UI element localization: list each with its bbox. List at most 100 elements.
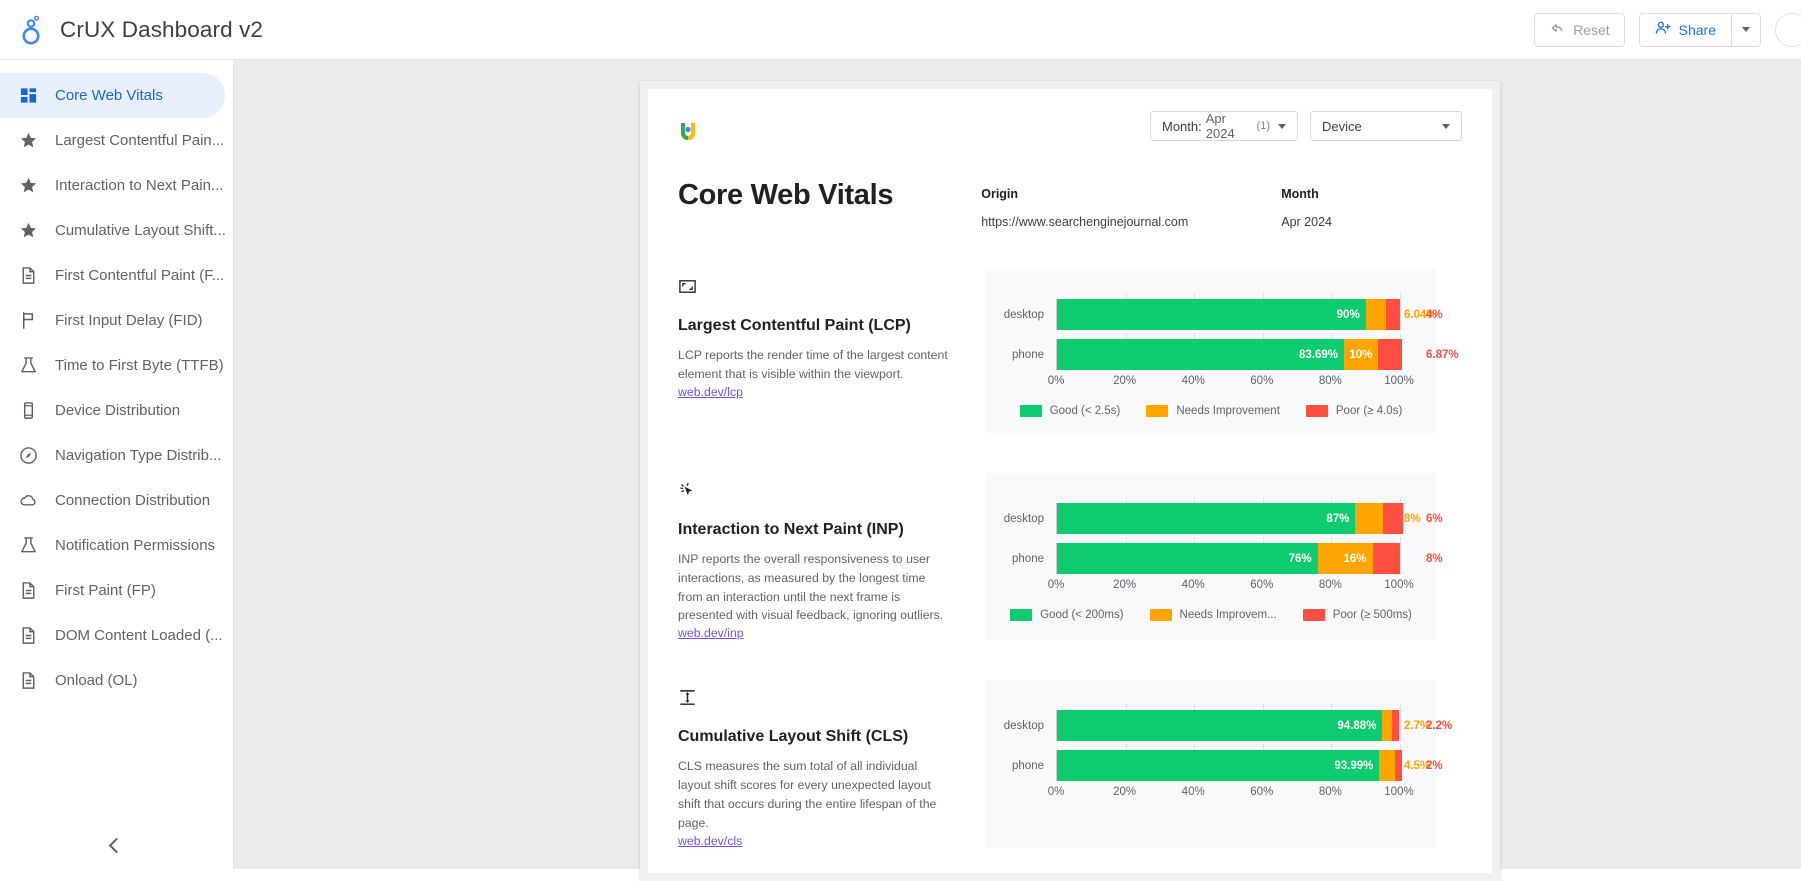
month-filter[interactable]: Month: Apr 2024 (1) <box>1150 111 1298 141</box>
metric-info-lcp: Largest Contentful Paint (LCP) LCP report… <box>678 269 950 433</box>
legend-swatch-icon <box>1019 405 1042 417</box>
bar-category-label: phone <box>1012 552 1044 565</box>
axis-tick-label: 0% <box>1047 579 1065 591</box>
flag-icon <box>18 311 38 331</box>
axis-tick-label: 100% <box>1384 579 1414 591</box>
device-filter[interactable]: Device <box>1310 111 1462 141</box>
reset-button[interactable]: Reset <box>1534 12 1625 47</box>
sidebar-item-dom-content-loaded[interactable]: DOM Content Loaded (... <box>0 613 225 658</box>
sidebar-item-interaction-to-next-pain[interactable]: Interaction to Next Pain... <box>0 163 225 208</box>
sidebar-item-onload-ol[interactable]: Onload (OL) <box>0 658 225 703</box>
star-icon <box>18 176 38 196</box>
report-title-row: Core Web Vitals Origin https://www.searc… <box>648 145 1492 229</box>
axis-tick-label: 80% <box>1318 375 1342 387</box>
bar-track: 94.88% 2.7% 2.2% <box>1056 704 1452 742</box>
metric-info-cls: Cumulative Layout Shift (CLS) CLS measure… <box>678 680 950 848</box>
dashboard-grid-icon <box>18 86 38 106</box>
axis-tick-label: 80% <box>1318 786 1342 799</box>
sidebar-item-first-paint-fp[interactable]: First Paint (FP) <box>0 568 225 613</box>
sidebar-item-label: Connection Distribution <box>55 492 211 509</box>
bar-segment-label: 8% <box>1404 512 1421 525</box>
bar-segment-ni <box>1382 710 1392 742</box>
axis-tick-label: 40% <box>1181 579 1205 591</box>
star-icon <box>18 221 38 241</box>
share-dropdown-button[interactable] <box>1731 12 1761 47</box>
axis-tick-label: 40% <box>1181 375 1205 387</box>
bar-segment-label: 6% <box>1426 512 1443 525</box>
document-icon <box>18 266 38 286</box>
legend-item: Good (< 2.5s) <box>1019 405 1120 417</box>
legend-label: Good (< 200ms) <box>1040 609 1124 621</box>
person-add-icon <box>1655 20 1671 39</box>
bar-row: phone 76% 16% 8% <box>986 537 1443 574</box>
sidebar-item-device-distribution[interactable]: Device Distribution <box>0 388 225 433</box>
sidebar-item-connection-distribution[interactable]: Connection Distribution <box>0 478 225 523</box>
bar-row: phone 83.69% 10% 6.87% <box>986 333 1459 370</box>
bar-segment-label: 76% <box>1288 552 1312 565</box>
top-bar: CrUX Dashboard v2 Reset S <box>0 0 1801 60</box>
flask-icon <box>18 536 38 556</box>
chevron-down-icon <box>1742 27 1750 32</box>
chart-x-axis: 0% 20% 40% 60% 80% 100% <box>986 786 1436 804</box>
axis-tick-label: 60% <box>1250 786 1274 799</box>
metric-description: CLS measures the sum total of all indivi… <box>678 759 937 830</box>
metric-title: Largest Contentful Paint (LCP) <box>678 317 911 334</box>
bar-category-label: phone <box>1012 759 1044 772</box>
metric-description: INP reports the overall responsiveness t… <box>678 552 944 623</box>
legend-swatch-icon <box>1302 609 1325 621</box>
legend-swatch-icon <box>1149 609 1172 621</box>
sidebar-item-label: First Paint (FP) <box>55 582 156 599</box>
sidebar-item-label: Time to First Byte (TTFB) <box>55 357 224 374</box>
bar-segment-label: 16% <box>1343 552 1367 565</box>
share-button[interactable]: Share <box>1638 12 1731 47</box>
bar-row: phone 93.99% 4.5% 2% <box>986 744 1443 782</box>
metric-title: Interaction to Next Paint (INP) <box>678 521 904 538</box>
bar-segment-ni <box>1379 750 1395 782</box>
bar-segment-poor <box>1391 710 1400 742</box>
metric-sections: Largest Contentful Paint (LCP) LCP report… <box>648 269 1492 848</box>
axis-tick-label: 60% <box>1250 579 1274 591</box>
bar-segment-ni: 10% <box>1344 339 1379 370</box>
metric-doc-link[interactable]: web.dev/inp <box>678 626 744 641</box>
bar-segment-good: 90% <box>1057 299 1366 330</box>
bar-segment-good: 93.99% <box>1057 750 1380 782</box>
bar-track: 83.69% 10% 6.87% <box>1056 333 1459 370</box>
crux-logo-icon <box>18 15 44 45</box>
bar-track: 90% 6.04% 4% <box>1056 293 1443 330</box>
height-arrow-icon <box>678 688 696 706</box>
legend-item: Poor (≥ 500ms) <box>1302 609 1412 621</box>
bar-segment-label: 87% <box>1326 512 1350 525</box>
document-icon <box>18 626 38 646</box>
sidebar-item-first-input-delay-fid[interactable]: First Input Delay (FID) <box>0 298 225 343</box>
bar-segment-poor <box>1382 503 1404 534</box>
undo-arrow-icon <box>1549 20 1565 39</box>
axis-tick-label: 60% <box>1250 375 1274 387</box>
sidebar-item-label: Interaction to Next Pain... <box>55 177 224 194</box>
axis-tick-label: 40% <box>1181 786 1205 799</box>
metric-section-lcp: Largest Contentful Paint (LCP) LCP report… <box>648 269 1492 433</box>
sidebar-item-navigation-type-distrib[interactable]: Navigation Type Distrib... <box>0 433 225 478</box>
axis-tick-label: 0% <box>1047 786 1065 799</box>
cursor-click-icon <box>678 481 696 499</box>
cloud-icon <box>18 491 38 511</box>
device-filter-value: Device <box>1322 118 1362 134</box>
metric-doc-link[interactable]: web.dev/lcp <box>678 384 743 399</box>
metric-description: LCP reports the render time of the large… <box>678 348 948 381</box>
sidebar-item-first-contentful-paint-f[interactable]: First Contentful Paint (F... <box>0 253 225 298</box>
bar-segment-label: 4.5% <box>1404 759 1431 772</box>
document-icon <box>18 671 38 691</box>
metric-doc-link[interactable]: web.dev/cls <box>678 833 743 848</box>
sidebar-item-time-to-first-byte-ttfb[interactable]: Time to First Byte (TTFB) <box>0 343 225 388</box>
bar-segment-label: 6.04% <box>1404 308 1437 321</box>
sidebar-item-largest-contentful-pain[interactable]: Largest Contentful Pain... <box>0 118 225 163</box>
origin-value: https://www.searchenginejournal.com <box>981 215 1189 229</box>
month-filter-value: Apr 2024 <box>1205 111 1235 141</box>
sidebar-item-cumulative-layout-shift[interactable]: Cumulative Layout Shift... <box>0 208 226 253</box>
sidebar-item-notification-permissions[interactable]: Notification Permissions <box>0 523 225 568</box>
report-page: Month: Apr 2024 (1) Device Core Web Vita… <box>648 89 1492 873</box>
sidebar-collapse-button[interactable] <box>0 837 233 854</box>
avatar[interactable] <box>1775 12 1801 47</box>
bar-segment-label: 90% <box>1336 308 1360 321</box>
axis-tick-label: 0% <box>1047 375 1065 387</box>
sidebar-item-core-web-vitals[interactable]: Core Web Vitals <box>0 73 225 118</box>
